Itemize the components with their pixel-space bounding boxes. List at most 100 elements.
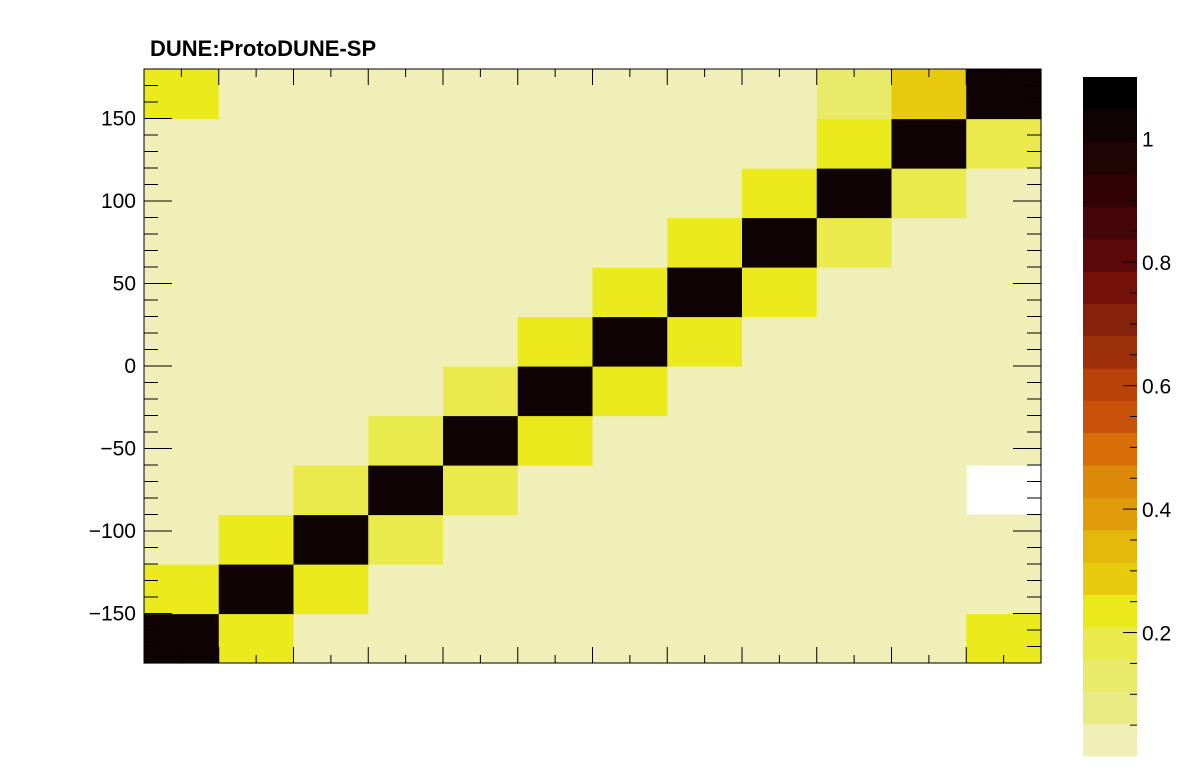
heatmap-cell <box>592 168 668 219</box>
color-scale-segment <box>1083 465 1137 498</box>
heatmap-cell <box>144 217 220 268</box>
heatmap-cell <box>368 69 444 120</box>
heatmap-cell <box>816 217 893 268</box>
heatmap-cell <box>891 316 967 367</box>
heatmap-cell <box>816 168 893 219</box>
heatmap-cell <box>592 267 668 318</box>
heatmap-cell <box>816 118 893 169</box>
heatmap-cell <box>742 564 818 615</box>
color-scale-segment <box>1083 594 1137 628</box>
heatmap-cell <box>368 366 444 417</box>
heatmap-cell <box>218 366 295 417</box>
heatmap-cell <box>368 118 444 169</box>
heatmap-cell <box>368 217 444 268</box>
heatmap-cell <box>592 217 668 268</box>
color-scale-segment <box>1083 626 1137 660</box>
heatmap-cell <box>966 217 1042 268</box>
heatmap-cell <box>966 267 1042 318</box>
heatmap-cell <box>966 366 1042 417</box>
heatmap-cell <box>592 316 668 367</box>
heatmap-cell <box>742 267 818 318</box>
heatmap-cell <box>144 316 220 367</box>
heatmap-cell <box>293 267 369 318</box>
heatmap-cell <box>816 316 893 367</box>
heatmap-cell <box>592 564 668 615</box>
heatmap-cell <box>218 316 295 367</box>
heatmap-cell <box>144 514 220 565</box>
heatmap-cell <box>293 118 369 169</box>
heatmap-cell <box>144 366 220 417</box>
y-axis: 150 100 50 0 −50 −100 −150 <box>89 68 1041 664</box>
heatmap-cell <box>592 465 668 516</box>
heatmap-cell <box>368 465 444 516</box>
heatmap-cell <box>592 69 668 120</box>
heatmap-cell <box>667 168 743 219</box>
color-scale-segment <box>1083 400 1137 434</box>
heatmap-cell <box>144 69 220 120</box>
heatmap-cell <box>742 415 818 466</box>
color-scale-label: 0.4 <box>1142 499 1172 522</box>
heatmap-cell <box>517 118 594 169</box>
heatmap-cell <box>966 415 1042 466</box>
color-scale-segment <box>1083 659 1137 692</box>
heatmap-cell <box>816 465 893 516</box>
heatmap-cell <box>443 168 519 219</box>
heatmap-cell <box>816 415 893 466</box>
heatmap-cell <box>218 168 295 219</box>
heatmap-cell <box>667 118 743 169</box>
heatmap-cell <box>667 267 743 318</box>
heatmap-cell <box>816 366 893 417</box>
chart-title: DUNE:ProtoDUNE-SP <box>150 36 376 61</box>
heatmap-cell <box>667 415 743 466</box>
heatmap-cell <box>517 69 594 120</box>
heatmap-cell <box>293 316 369 367</box>
heatmap-cell <box>966 564 1042 615</box>
color-scale-label: 0.2 <box>1142 623 1171 646</box>
color-scale-segment <box>1083 562 1137 595</box>
heatmap-cell <box>443 415 519 466</box>
heatmap-cell <box>891 69 967 120</box>
heatmap-cell <box>891 514 967 565</box>
heatmap-cell <box>742 514 818 565</box>
heatmap-cell <box>966 69 1042 120</box>
color-scale-segment <box>1083 691 1137 725</box>
heatmap-cell <box>517 316 594 367</box>
heatmap-cell <box>592 118 668 169</box>
heatmap-cells <box>144 69 1042 664</box>
heatmap-cell <box>443 69 519 120</box>
heatmap-cell <box>891 118 967 169</box>
heatmap-cell <box>293 217 369 268</box>
heatmap-cell <box>517 465 594 516</box>
heatmap-cell <box>667 316 743 367</box>
color-scale-segment <box>1083 206 1137 240</box>
heatmap-cell <box>443 465 519 516</box>
color-scale-segment <box>1083 723 1137 757</box>
color-scale-label: 0.8 <box>1142 252 1171 275</box>
heatmap-cell <box>144 267 220 318</box>
heatmap-cell <box>293 465 369 516</box>
heatmap-cell <box>966 316 1042 367</box>
heatmap-cell <box>742 366 818 417</box>
heatmap-cell <box>218 564 295 615</box>
y-tick-label: −50 <box>100 438 136 461</box>
heatmap-cell <box>293 415 369 466</box>
color-scale-segment <box>1083 368 1137 401</box>
heatmap-cell <box>966 118 1042 169</box>
heatmap-cell <box>293 366 369 417</box>
heatmap-cell <box>891 267 967 318</box>
heatmap-cell <box>816 267 893 318</box>
heatmap-cell <box>891 366 967 417</box>
heatmap-cell <box>368 564 444 615</box>
heatmap-cell <box>443 267 519 318</box>
heatmap-cell <box>368 168 444 219</box>
heatmap-cell <box>443 118 519 169</box>
y-tick-label: 100 <box>101 190 136 213</box>
y-tick-label: 150 <box>101 108 136 131</box>
heatmap-cell <box>667 564 743 615</box>
y-tick-label: 50 <box>113 273 136 296</box>
heatmap-cell <box>517 267 594 318</box>
color-scale-segment <box>1083 271 1137 304</box>
color-scale-segment <box>1083 303 1137 337</box>
heatmap-cell <box>293 564 369 615</box>
heatmap-cell <box>816 564 893 615</box>
